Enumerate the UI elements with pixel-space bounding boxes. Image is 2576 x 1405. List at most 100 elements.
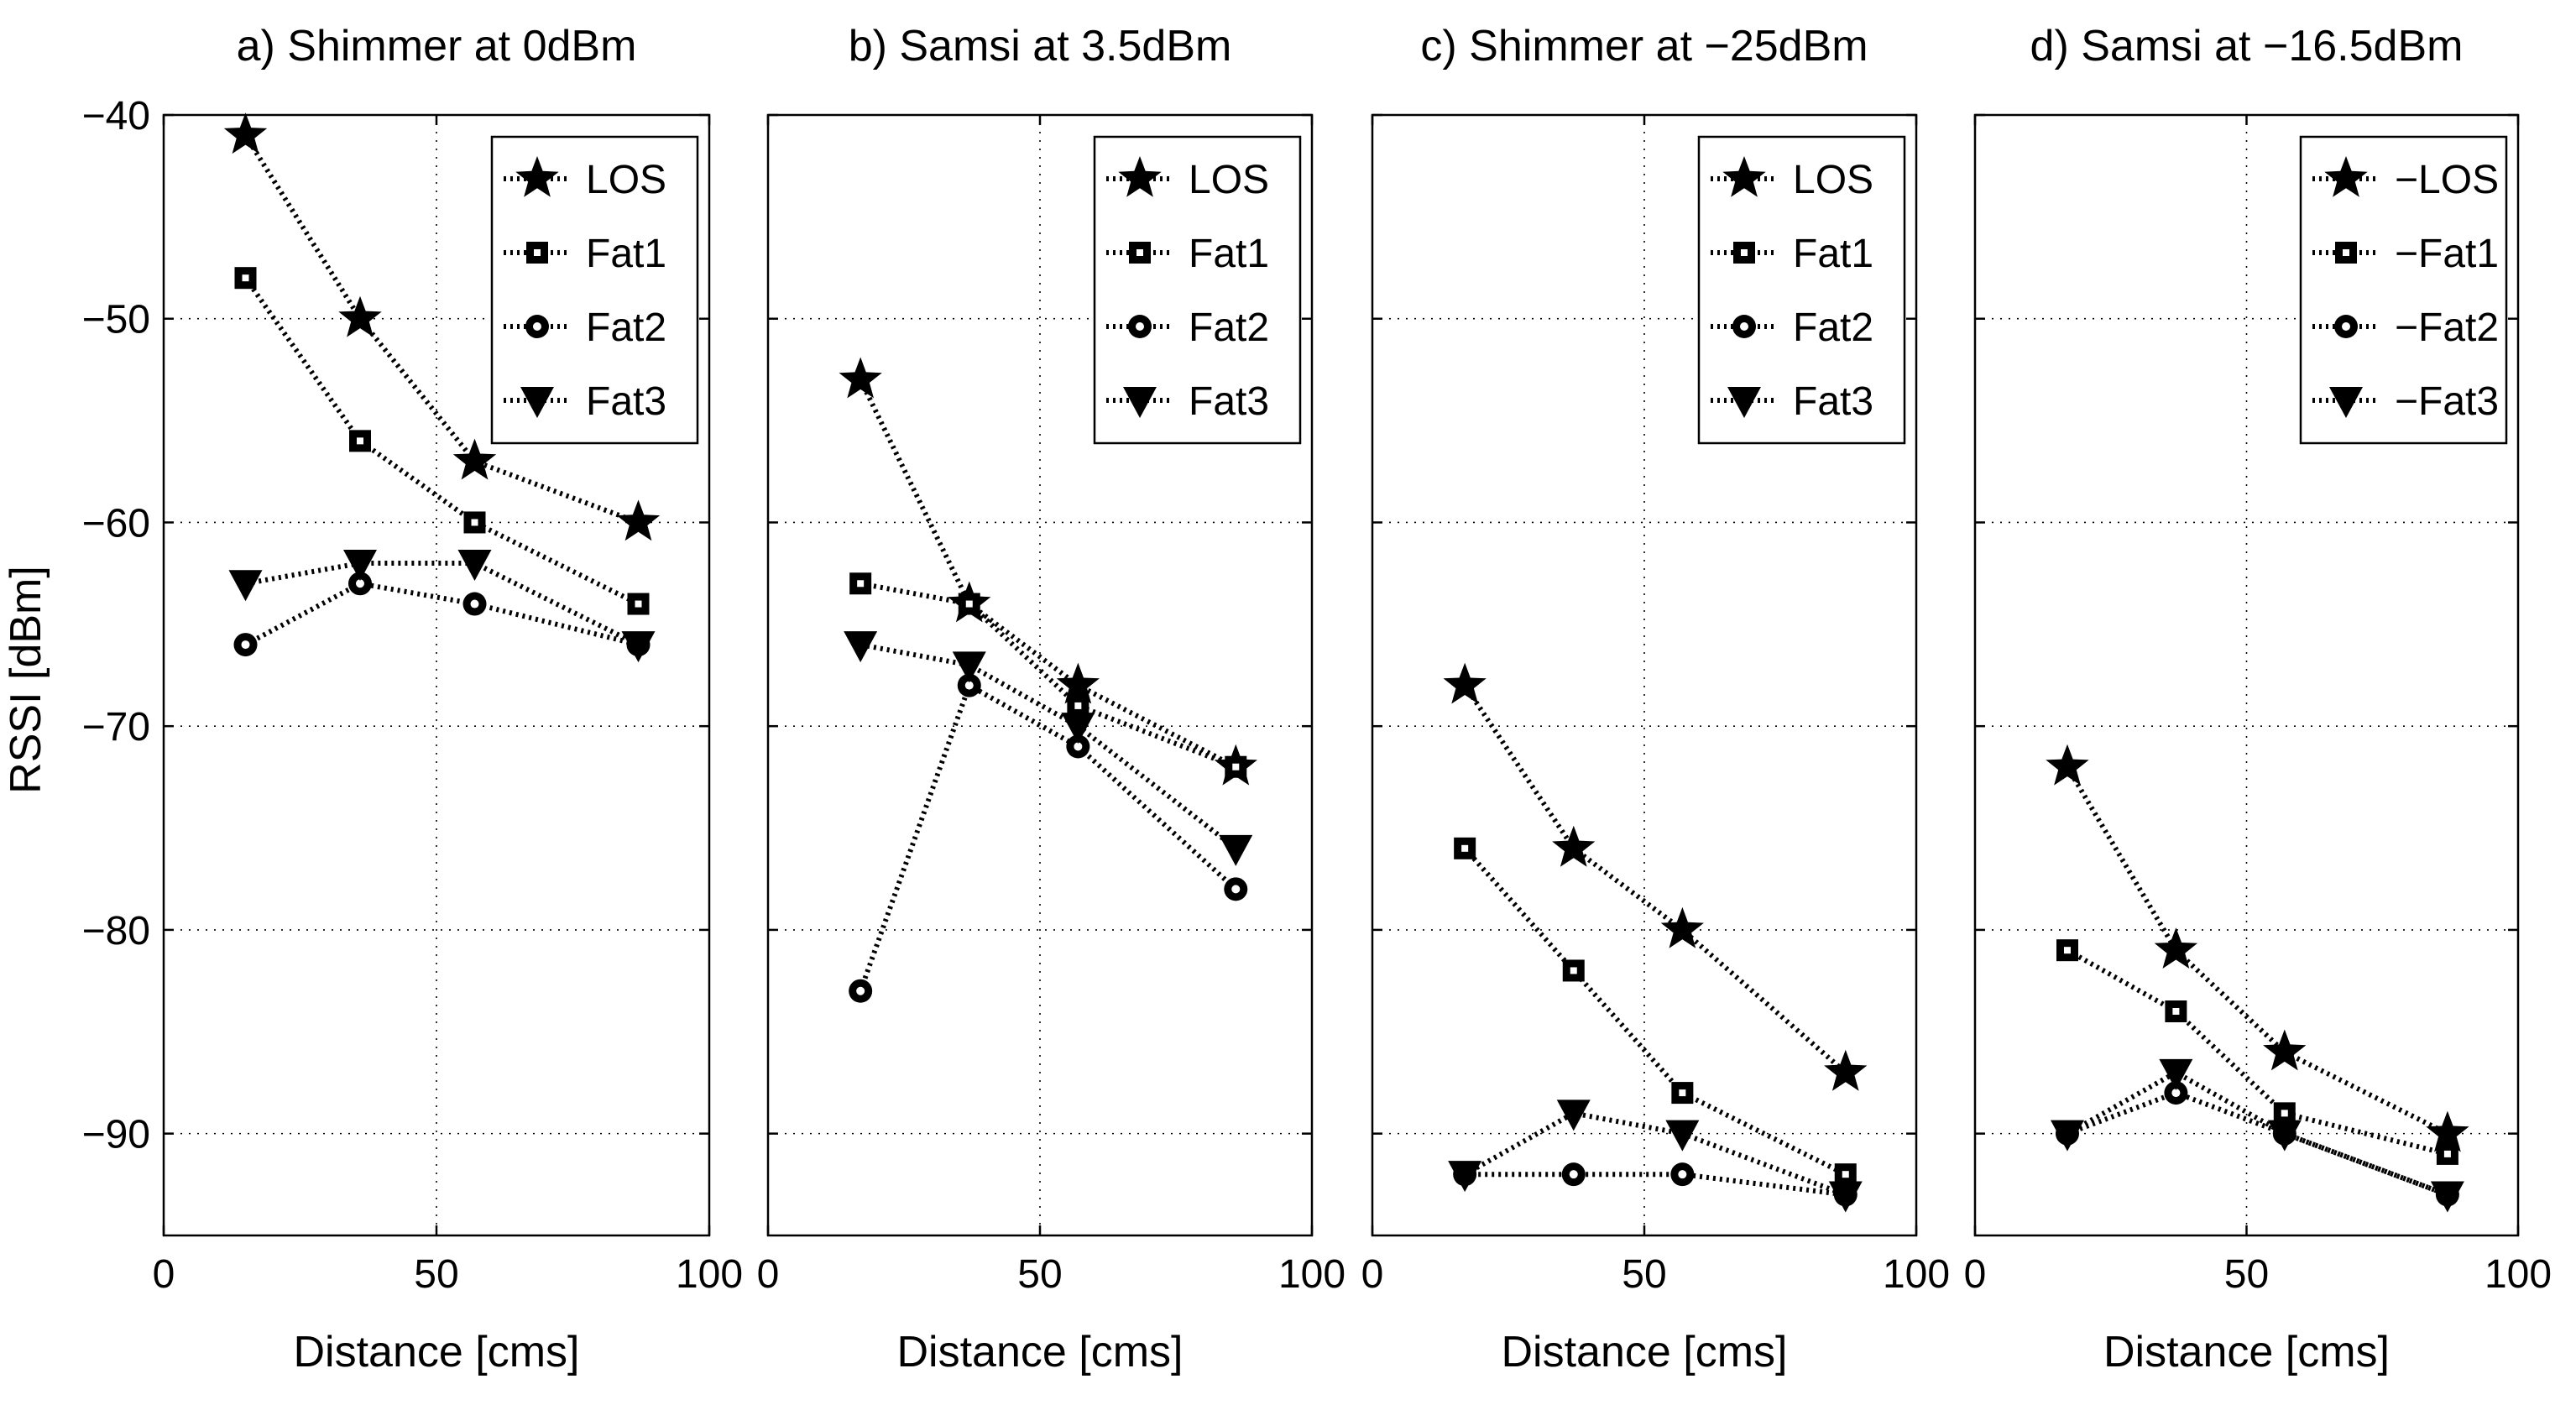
legend-label: −Fat2 bbox=[2395, 306, 2499, 350]
data-point-shape bbox=[338, 295, 382, 337]
data-point-hole bbox=[1074, 702, 1082, 709]
series-circle bbox=[233, 572, 651, 657]
data-point-shape bbox=[1056, 662, 1100, 704]
x-axis-label: Distance [cms] bbox=[897, 1328, 1183, 1376]
legend-label: Fat2 bbox=[1793, 306, 1873, 350]
series-triangle bbox=[1448, 1099, 1863, 1213]
legend-marker-triangle-shape bbox=[2329, 387, 2363, 418]
data-point-shape bbox=[1219, 834, 1253, 866]
legend-marker-square-hole bbox=[2343, 249, 2349, 256]
data-point-hole bbox=[241, 640, 250, 650]
data-point bbox=[457, 550, 492, 581]
data-point bbox=[2046, 744, 2089, 786]
data-point-hole bbox=[1074, 742, 1083, 751]
x-tick-label: 0 bbox=[153, 1252, 175, 1297]
x-tick-label: 50 bbox=[1622, 1252, 1666, 1297]
legend-marker-circle bbox=[525, 315, 549, 338]
data-point-hole bbox=[1232, 763, 1240, 770]
legend: LOS Fat1 Fat2 Fat3 bbox=[1697, 135, 1906, 445]
series-triangle bbox=[844, 631, 1253, 866]
legend: LOS Fat1 Fat2 Fat3 bbox=[1093, 135, 1302, 445]
data-point-shape bbox=[2263, 1029, 2307, 1071]
legend-marker-triangle-shape bbox=[1727, 387, 1761, 418]
data-point-shape bbox=[2267, 1120, 2302, 1152]
legend-marker-circle-hole bbox=[1740, 322, 1748, 331]
series-line bbox=[858, 379, 1237, 770]
x-tick-label: 100 bbox=[2485, 1252, 2552, 1297]
data-point-shape bbox=[1061, 713, 1095, 744]
series-line bbox=[860, 581, 1237, 770]
legend-marker-circle bbox=[1732, 315, 1756, 338]
y-tick-label: −40 bbox=[82, 94, 150, 138]
data-point-hole bbox=[2172, 1008, 2180, 1015]
legend: LOS Fat1 Fat2 Fat3 bbox=[490, 135, 699, 445]
legend-marker-circle-hole bbox=[533, 322, 541, 331]
legend-marker-star bbox=[2324, 156, 2368, 197]
y-axis-label: RSSI [dBm] bbox=[2, 566, 50, 794]
legend-marker-square-hole bbox=[1136, 249, 1143, 256]
series-line bbox=[2066, 948, 2448, 1157]
data-point bbox=[1443, 662, 1487, 704]
data-point-hole bbox=[357, 437, 363, 445]
panel-title: c) Shimmer at −25dBm bbox=[1420, 22, 1868, 71]
x-tick-label: 0 bbox=[757, 1252, 780, 1297]
series-square bbox=[2056, 939, 2458, 1165]
data-point-shape bbox=[223, 112, 268, 154]
data-point-hole bbox=[2281, 1110, 2288, 1117]
series-star bbox=[2046, 744, 2469, 1152]
legend: −LOS −Fat1 −Fat2 −Fat3 bbox=[2299, 135, 2508, 445]
data-point bbox=[463, 511, 486, 534]
x-tick-label: 50 bbox=[2224, 1252, 2269, 1297]
data-point bbox=[957, 673, 981, 697]
data-point-shape bbox=[839, 357, 882, 399]
data-point bbox=[849, 979, 873, 1003]
series-triangle bbox=[2050, 1058, 2464, 1213]
legend-marker-star-shape bbox=[2324, 156, 2368, 197]
data-point-hole bbox=[242, 274, 249, 282]
data-point-hole bbox=[2063, 947, 2071, 954]
data-point-shape bbox=[228, 570, 263, 602]
data-point-shape bbox=[2426, 1110, 2469, 1152]
data-point bbox=[1454, 837, 1476, 859]
data-point-shape bbox=[1448, 1161, 1482, 1193]
data-point bbox=[844, 631, 878, 663]
data-point bbox=[1660, 906, 1704, 948]
series-line bbox=[1462, 683, 1847, 1075]
data-point bbox=[2164, 1081, 2188, 1105]
data-point bbox=[2430, 1181, 2464, 1213]
legend-marker-triangle bbox=[520, 387, 554, 418]
data-point bbox=[1824, 1049, 1868, 1091]
legend-label: Fat3 bbox=[586, 379, 666, 424]
data-point bbox=[2263, 1029, 2307, 1071]
series-line bbox=[243, 133, 640, 525]
data-point-shape bbox=[2159, 1058, 2193, 1090]
legend-label: Fat2 bbox=[1189, 306, 1269, 350]
legend-marker-star bbox=[1118, 156, 1162, 197]
data-point-hole bbox=[1842, 1171, 1849, 1178]
data-point bbox=[1219, 834, 1253, 866]
data-point bbox=[343, 550, 377, 581]
data-point bbox=[1556, 1099, 1591, 1131]
data-point bbox=[2159, 1058, 2193, 1090]
legend-marker-triangle-shape bbox=[1123, 387, 1157, 418]
legend-marker-triangle-shape bbox=[520, 387, 554, 418]
y-tick-label: −90 bbox=[82, 1113, 150, 1157]
legend-marker-circle bbox=[1128, 315, 1152, 338]
data-point bbox=[2154, 927, 2198, 969]
series-star bbox=[1443, 662, 1868, 1091]
data-point bbox=[952, 651, 986, 683]
data-point bbox=[349, 430, 371, 452]
data-point bbox=[1562, 959, 1585, 982]
series-line bbox=[2066, 1069, 2448, 1198]
data-point-hole bbox=[356, 579, 364, 588]
legend-marker-square bbox=[1129, 242, 1151, 264]
legend-label: Fat3 bbox=[1793, 379, 1873, 424]
x-tick-label: 0 bbox=[1361, 1252, 1384, 1297]
series-line bbox=[1465, 1172, 1847, 1198]
legend-label: −LOS bbox=[2395, 158, 2499, 202]
series-circle bbox=[849, 673, 1248, 1003]
data-point bbox=[233, 633, 258, 657]
legend-marker-triangle bbox=[1123, 387, 1157, 418]
legend-label: Fat1 bbox=[1189, 232, 1269, 276]
data-point bbox=[958, 593, 980, 615]
